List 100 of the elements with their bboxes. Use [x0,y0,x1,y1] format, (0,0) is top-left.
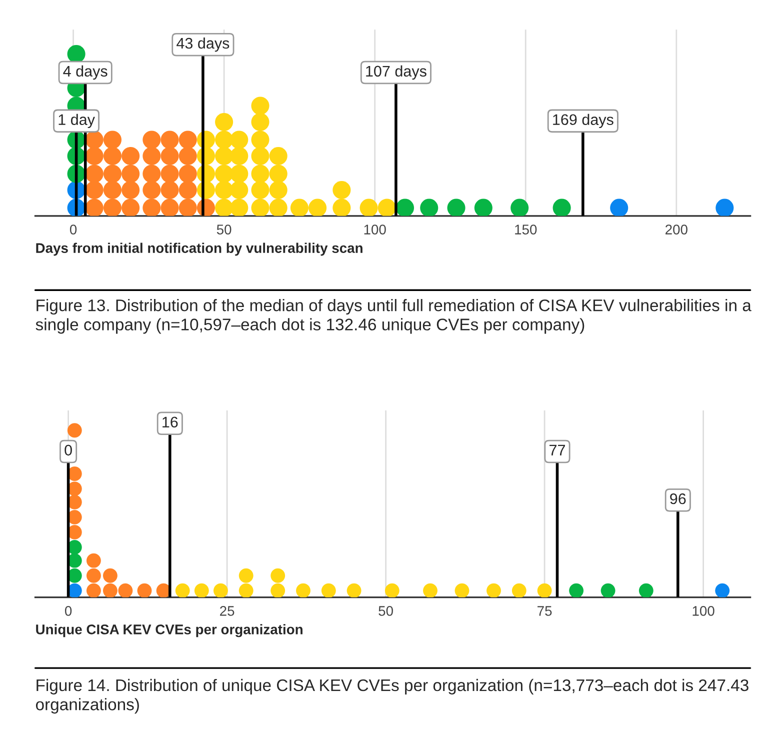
point [638,583,654,598]
point [716,198,734,216]
x-tick-label: 0 [70,224,77,234]
x-tick-label: 75 [538,606,552,616]
point [569,583,584,598]
ref-line-label: 43 days [176,37,230,52]
point [86,553,101,568]
point [103,146,122,166]
x-tick-label: 150 [515,224,537,234]
point [486,583,501,598]
point [142,198,161,216]
point [290,198,308,216]
point [332,180,351,200]
caption: Figure 13. Distribution of the median of days until full remediation of CISA KEV vulnerabilities in a single company (n=10,597–each dot is 132.46 unique CVEs per company) [36,299,752,334]
point [160,146,179,166]
point [67,423,82,438]
x-axis-title: Unique CISA KEV CVEs per organization [36,624,302,638]
point [160,130,179,149]
point [142,130,161,149]
point [537,583,552,598]
point [715,583,730,598]
point [251,96,270,115]
point [238,583,254,598]
point [142,164,161,183]
point [142,146,161,166]
point [230,130,248,149]
point [251,130,270,149]
point [332,198,351,216]
point [142,180,161,200]
point [215,112,234,132]
x-tick-label: 50 [378,606,393,616]
x-tick-label: 50 [216,224,232,234]
point [360,198,378,216]
point [122,164,140,183]
point [85,146,104,166]
x-tick-label: 100 [364,224,386,234]
point [85,180,104,200]
point [103,180,122,200]
point [102,583,118,598]
point [160,180,179,200]
ref-line-label: 1 day [58,114,95,128]
point [118,583,133,598]
x-tick-label: 200 [666,224,688,234]
point [160,198,179,216]
point [384,583,400,598]
ref-line-label: 169 days [553,114,614,128]
point [178,164,197,183]
point [103,164,122,183]
point [423,583,438,598]
point [122,180,140,200]
point [510,198,529,216]
point [230,146,248,166]
point [85,198,104,216]
point [122,146,140,166]
point [610,198,628,216]
caption: Figure 14. Distribution of unique CISA KEV CVEs per organization (n=13,773–each dot is 247.43 organizations) [36,678,748,714]
point [269,180,288,200]
point [194,583,209,598]
point [270,568,286,583]
point [102,568,118,583]
point [378,198,396,216]
point [175,583,190,598]
point [474,198,492,216]
point [396,198,414,216]
point [447,198,466,216]
point [251,146,270,166]
ref-line-label: 77 [550,444,565,456]
point [86,568,101,583]
x-tick-label: 0 [64,606,72,616]
ref-line-label: 4 days [63,65,108,80]
x-axis-title: Days from initial notification by vulnerability scan [36,242,362,256]
point [420,198,438,216]
point [122,198,140,216]
point [215,164,234,183]
point [454,583,470,598]
point [215,198,234,216]
point [251,198,270,216]
ref-line-label: 107 days [366,65,426,80]
point [178,198,197,216]
point [67,44,86,63]
point [346,583,362,598]
point [238,568,254,583]
point [85,130,104,149]
x-tick-label: 25 [220,606,234,616]
x-tick-label: 100 [692,606,714,616]
point [230,180,248,200]
point [512,583,526,598]
point [103,198,122,216]
point [270,583,286,598]
point [137,583,152,598]
point [213,583,228,598]
point [178,180,197,200]
ref-line-label: 16 [162,416,178,428]
point [86,583,101,598]
point [230,164,248,183]
ref-line-label: 0 [64,444,72,456]
ref-line-label: 96 [670,493,686,504]
point [600,583,616,598]
point [215,130,234,149]
point [160,164,179,183]
